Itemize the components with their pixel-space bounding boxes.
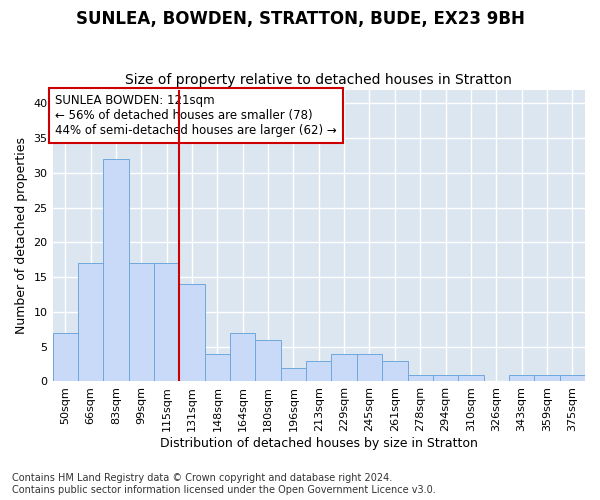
Bar	[78, 264, 103, 382]
Bar	[509, 374, 534, 382]
Text: SUNLEA BOWDEN: 121sqm
← 56% of detached houses are smaller (78)
44% of semi-deta: SUNLEA BOWDEN: 121sqm ← 56% of detached …	[55, 94, 337, 137]
Bar	[53, 333, 78, 382]
Bar	[331, 354, 357, 382]
Bar	[357, 354, 382, 382]
Text: SUNLEA, BOWDEN, STRATTON, BUDE, EX23 9BH: SUNLEA, BOWDEN, STRATTON, BUDE, EX23 9BH	[76, 10, 524, 28]
Bar	[179, 284, 205, 382]
Bar	[128, 264, 154, 382]
Bar	[154, 264, 179, 382]
X-axis label: Distribution of detached houses by size in Stratton: Distribution of detached houses by size …	[160, 437, 478, 450]
Bar	[256, 340, 281, 382]
Title: Size of property relative to detached houses in Stratton: Size of property relative to detached ho…	[125, 73, 512, 87]
Bar	[306, 360, 331, 382]
Y-axis label: Number of detached properties: Number of detached properties	[15, 137, 28, 334]
Bar	[560, 374, 585, 382]
Bar	[230, 333, 256, 382]
Bar	[534, 374, 560, 382]
Text: Contains HM Land Registry data © Crown copyright and database right 2024.
Contai: Contains HM Land Registry data © Crown c…	[12, 474, 436, 495]
Bar	[407, 374, 433, 382]
Bar	[281, 368, 306, 382]
Bar	[433, 374, 458, 382]
Bar	[103, 159, 128, 382]
Bar	[382, 360, 407, 382]
Bar	[458, 374, 484, 382]
Bar	[205, 354, 230, 382]
